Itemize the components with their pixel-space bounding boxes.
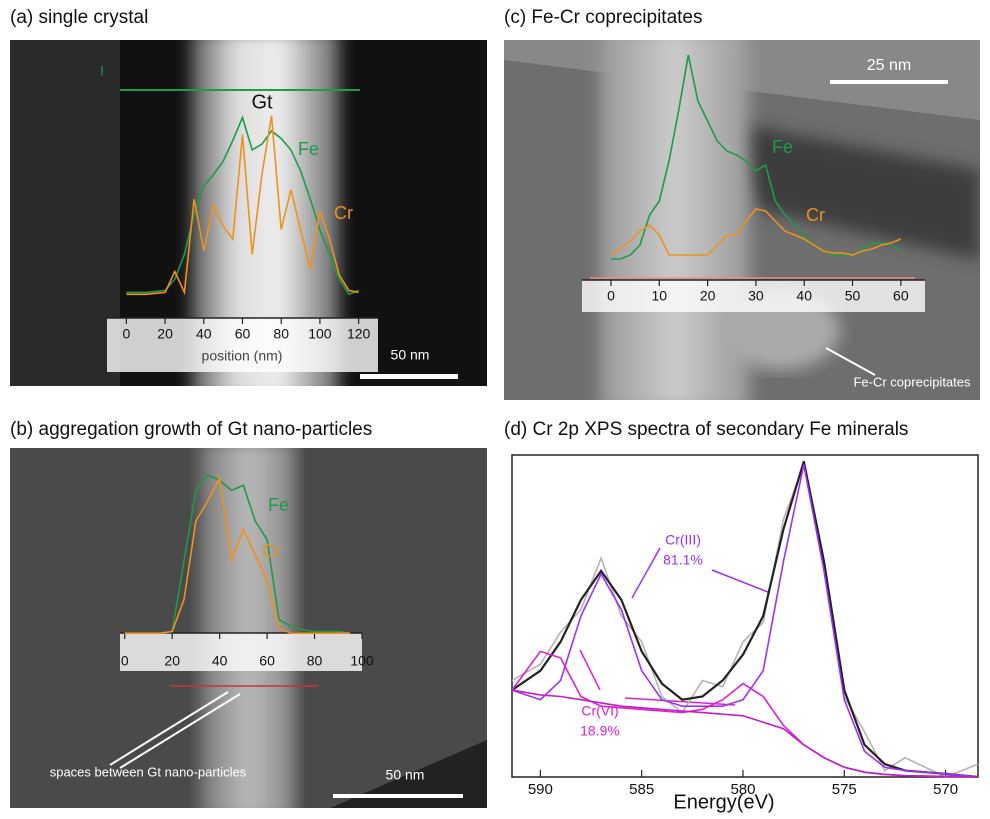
x-tick-label: 60 <box>893 288 909 304</box>
x-tick-label: 40 <box>796 288 812 304</box>
series-label: Fe <box>772 137 793 157</box>
annotation: 25 nm <box>867 57 911 74</box>
data-line <box>126 115 359 296</box>
annotation: 50 nm <box>386 767 425 783</box>
panel-title: (b) aggregation growth of Gt nano-partic… <box>10 419 372 440</box>
x-tick-label: 0 <box>607 288 615 304</box>
x-tick-label: 590 <box>528 781 553 798</box>
svg-text:I: I <box>100 63 104 79</box>
annotation: spaces between Gt nano-particles <box>50 764 247 779</box>
x-tick-label: 120 <box>347 326 371 342</box>
annotation: 50 nm <box>391 347 430 363</box>
panel-title: (a) single crystal <box>10 7 148 28</box>
x-tick-label: 0 <box>121 653 129 669</box>
annotation: 81.1% <box>663 552 703 568</box>
micrograph-b <box>10 448 487 808</box>
data-line <box>511 461 979 779</box>
x-tick-label: 80 <box>273 326 289 342</box>
x-tick-label: 580 <box>730 781 755 798</box>
x-tick-label: 40 <box>212 653 228 669</box>
annotation: 18.9% <box>580 723 620 739</box>
series-label: Cr <box>334 203 353 223</box>
x-tick-label: 575 <box>832 781 857 798</box>
x-axis-label: Energy(eV) <box>673 791 774 813</box>
data-line <box>126 115 359 296</box>
x-tick-label: 40 <box>196 326 212 342</box>
data-line <box>511 464 979 778</box>
data-line <box>610 208 902 256</box>
annotation: Fe-Cr coprecipitates <box>853 374 971 389</box>
series-label: Cr <box>806 205 825 225</box>
x-tick-label: 80 <box>307 653 323 669</box>
x-tick-label: 100 <box>350 653 374 669</box>
x-tick-label: 570 <box>933 781 958 798</box>
x-tick-label: 20 <box>164 653 180 669</box>
data-line <box>511 689 979 778</box>
annotation: Gt <box>251 91 273 113</box>
panel-title: (d) Cr 2p XPS spectra of secondary Fe mi… <box>504 419 908 440</box>
x-tick-label: 20 <box>700 288 716 304</box>
x-tick-label: 50 <box>845 288 861 304</box>
x-tick-label: 585 <box>629 781 654 798</box>
x-tick-label: 60 <box>235 326 251 342</box>
x-tick-label: 0 <box>122 326 130 342</box>
data-line <box>124 475 351 634</box>
x-tick-label: 100 <box>308 326 332 342</box>
annotation: Cr(VI) <box>581 703 618 719</box>
x-tick-label: 20 <box>157 326 173 342</box>
x-tick-label: 60 <box>259 653 275 669</box>
x-axis-label: position (nm) <box>202 348 283 364</box>
series-label: Cr <box>262 541 281 561</box>
series-label: Fe <box>268 495 289 515</box>
series-label: Fe <box>298 139 319 159</box>
panel-title: (c) Fe-Cr coprecipitates <box>504 7 703 28</box>
x-tick-label: 30 <box>748 288 764 304</box>
micrograph-a: I <box>10 40 487 386</box>
xps-frame <box>511 454 979 778</box>
x-tick-label: 10 <box>652 288 668 304</box>
annotation: Cr(III) <box>665 532 701 548</box>
micrograph-c <box>504 40 980 400</box>
